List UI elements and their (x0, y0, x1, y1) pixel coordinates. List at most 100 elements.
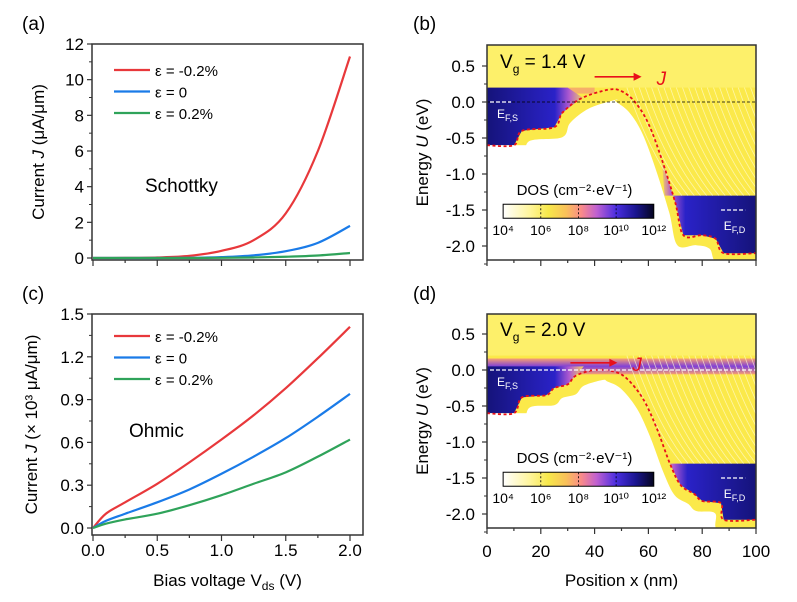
subband-streak (744, 87, 756, 120)
subband-streak (725, 87, 756, 159)
fermi-label-main: E (497, 107, 505, 121)
y-axis-label-unit: (eV) (413, 367, 432, 404)
band-edge-line (487, 368, 756, 522)
gate-label-value: = 2.0 V (519, 320, 585, 341)
subband-streak (737, 87, 756, 134)
subband-streak (651, 355, 707, 464)
subband-streak (669, 87, 726, 196)
colorbar-tick-label: 10¹² (641, 490, 666, 506)
plot-frame-a (91, 43, 364, 261)
y-tick-label: -1.5 (446, 469, 475, 488)
subband-streak (663, 355, 720, 464)
y-tick-label: 0 (75, 249, 84, 268)
fermi-label-sub: F,S (505, 381, 518, 391)
y-axis-label-unit: (eV) (413, 99, 432, 136)
subband-streak (645, 355, 701, 464)
y-axis-label-text: Energy (413, 148, 432, 207)
fermi-source-label: EF,S (497, 375, 518, 391)
subband-streak (675, 87, 732, 196)
subband-streak (638, 355, 695, 464)
y-axis-label-text: Energy (413, 416, 432, 475)
colorbar-tick-label: 10⁴ (492, 222, 514, 238)
subband-streak (626, 87, 683, 196)
subband-streak (737, 355, 756, 402)
colorbar-tick-label: 10¹² (641, 222, 666, 238)
dos-upper-band (487, 45, 756, 88)
series-line-2 (92, 438, 351, 530)
gate-label-value: = 1.4 V (519, 52, 585, 73)
y-tick-label: -0.5 (446, 129, 475, 148)
fermi-label-main: E (497, 375, 505, 389)
colorbar (502, 471, 655, 487)
y-axis-label-var: U (413, 135, 432, 148)
subband-streak (638, 87, 695, 196)
subband-streak (725, 355, 756, 427)
y-tick-label: -2.0 (446, 505, 475, 524)
series-line-2 (92, 251, 351, 260)
y-tick-label: 0.5 (451, 325, 475, 344)
dos-heatmap-d (487, 314, 756, 528)
x-axis-label-unit: (V) (274, 571, 301, 590)
dos-heatmap-b (487, 45, 756, 260)
x-axis-label-c: Bias voltage Vds (V) (153, 571, 302, 593)
subband-streak (657, 87, 714, 196)
subband-streak (744, 355, 756, 388)
subband-streak (700, 87, 756, 196)
y-tick-label: 0.3 (60, 476, 84, 495)
colorbar-title: DOS (cm⁻²·eV⁻¹) (517, 450, 633, 467)
y-axis-label-unit: (μA/μm) (29, 84, 48, 150)
colorbar (502, 203, 655, 219)
colorbar-tick-label: 10¹⁰ (603, 222, 629, 238)
x-axis-label-sub: ds (262, 579, 275, 593)
fermi-label-main: E (724, 219, 732, 233)
subband-streak (750, 87, 756, 104)
y-axis-label-text: Current (29, 158, 48, 219)
subband-streak (632, 355, 689, 464)
y-tick-label: 0.6 (60, 433, 84, 452)
y-axis-label-b: Energy U (eV) (413, 99, 432, 207)
y-tick-label: -1.0 (446, 433, 475, 452)
panel-label-c: (c) (22, 284, 44, 305)
dos-source-region (487, 366, 584, 414)
y-tick-label: -1.0 (446, 165, 475, 184)
series-line-0 (92, 326, 351, 529)
y-tick-label: 0.9 (60, 391, 84, 410)
fermi-source-label: EF,S (497, 107, 518, 123)
current-label: J (631, 355, 642, 376)
subband-streak (651, 87, 707, 196)
y-axis-label-unit: (× 10³ μA/μm) (22, 335, 41, 445)
subband-streak (682, 87, 738, 196)
colorbar-tick-label: 10¹⁰ (603, 490, 629, 506)
x-tick-label: 0 (482, 542, 491, 561)
x-tick-label: 80 (693, 542, 712, 561)
regime-annotation: Schottky (145, 176, 218, 197)
panel-label-b: (b) (413, 14, 436, 35)
x-tick-label: 100 (742, 542, 770, 561)
y-tick-label: -2.0 (446, 237, 475, 256)
y-tick-label: 1.5 (60, 305, 84, 324)
fermi-label-sub: F,D (732, 493, 746, 503)
x-tick-label: 2.0 (338, 541, 362, 560)
y-tick-label: 0.0 (60, 519, 84, 538)
y-tick-label: -1.5 (446, 201, 475, 220)
subband-streak (719, 87, 756, 170)
fermi-drain-label: EF,D (724, 487, 746, 503)
gate-voltage-label: Vg = 1.4 V (500, 52, 586, 76)
subband-streak (694, 355, 751, 464)
legend-label: ε = -0.2% (155, 329, 218, 346)
series-line-1 (92, 224, 351, 260)
subband-streak (688, 355, 745, 464)
y-axis-label-d: Energy U (eV) (413, 367, 432, 475)
y-tick-label: 2 (75, 213, 84, 232)
band-gap-region (487, 413, 635, 528)
legend-label: ε = 0 (155, 351, 187, 368)
dos-drain-region (661, 159, 756, 254)
subband-streak (750, 355, 756, 372)
y-axis-label-a: Current J (μA/μm) (29, 84, 48, 220)
x-tick-label: 20 (531, 542, 550, 561)
dos-upper-band (487, 314, 756, 356)
gate-voltage-label: Vg = 2.0 V (500, 320, 586, 344)
y-tick-label: 10 (65, 71, 84, 90)
